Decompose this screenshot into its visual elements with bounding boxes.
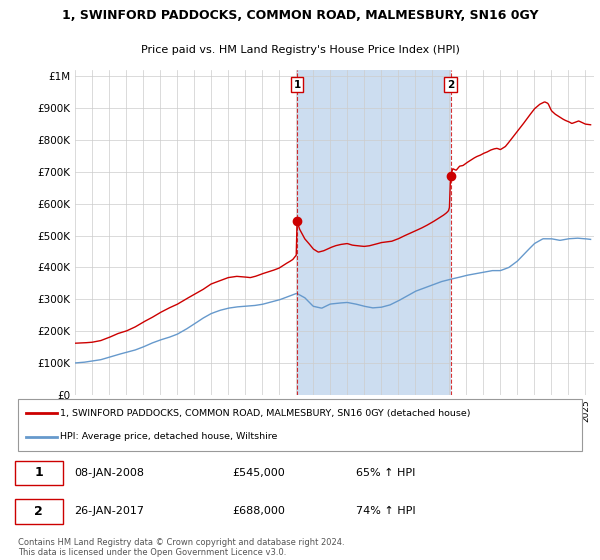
Text: 08-JAN-2008: 08-JAN-2008 [74, 468, 145, 478]
Text: 1: 1 [293, 80, 301, 90]
Text: 1, SWINFORD PADDOCKS, COMMON ROAD, MALMESBURY, SN16 0GY (detached house): 1, SWINFORD PADDOCKS, COMMON ROAD, MALME… [60, 409, 471, 418]
Text: £688,000: £688,000 [232, 506, 285, 516]
Text: Contains HM Land Registry data © Crown copyright and database right 2024.
This d: Contains HM Land Registry data © Crown c… [18, 538, 344, 557]
FancyBboxPatch shape [15, 498, 63, 524]
Text: 2: 2 [447, 80, 454, 90]
Text: 65% ↑ HPI: 65% ↑ HPI [356, 468, 416, 478]
Text: HPI: Average price, detached house, Wiltshire: HPI: Average price, detached house, Wilt… [60, 432, 278, 441]
Text: 2: 2 [34, 505, 43, 517]
Text: Price paid vs. HM Land Registry's House Price Index (HPI): Price paid vs. HM Land Registry's House … [140, 45, 460, 55]
Text: 26-JAN-2017: 26-JAN-2017 [74, 506, 145, 516]
Text: 1: 1 [34, 466, 43, 479]
FancyBboxPatch shape [18, 399, 582, 451]
Text: 74% ↑ HPI: 74% ↑ HPI [356, 506, 416, 516]
Text: £545,000: £545,000 [232, 468, 285, 478]
Text: 1, SWINFORD PADDOCKS, COMMON ROAD, MALMESBURY, SN16 0GY: 1, SWINFORD PADDOCKS, COMMON ROAD, MALME… [62, 9, 538, 22]
Bar [297, 70, 451, 395]
FancyBboxPatch shape [15, 460, 63, 486]
